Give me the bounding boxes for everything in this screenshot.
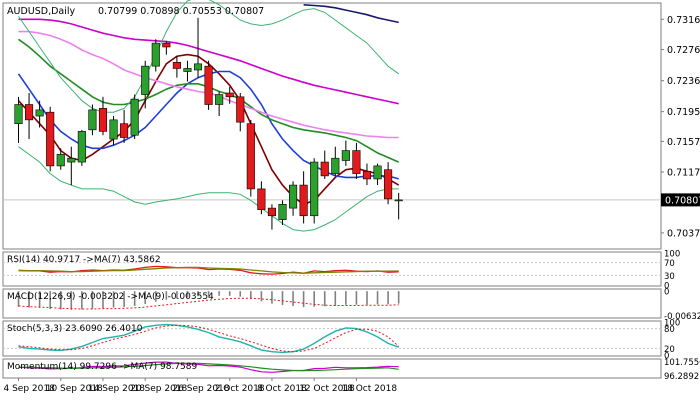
candle-body-21 <box>236 96 245 123</box>
stoch-panel-frame <box>2 320 662 357</box>
rsi-tick-label-0: 100 <box>664 250 680 260</box>
candle-body-23 <box>257 188 266 210</box>
candle-body-33 <box>362 170 372 180</box>
rsi-tick-label-2: 30 <box>664 272 675 282</box>
candle-body-13 <box>151 42 160 67</box>
candle-body-20 <box>225 92 234 98</box>
candle-body-25 <box>278 203 287 220</box>
candle-body-26 <box>289 184 298 209</box>
candle-body-11 <box>130 98 139 136</box>
rsi-tick-label-3: 0 <box>664 282 669 292</box>
rsi-panel-frame <box>2 251 662 287</box>
candle-body-27 <box>299 184 308 217</box>
price-tick-label-3: 0.71957 <box>667 107 700 118</box>
candle-body-14 <box>162 42 171 48</box>
candle-body-18 <box>204 65 213 105</box>
price-line-6 <box>18 0 399 113</box>
stoch-line-0 <box>18 323 399 354</box>
candle-body-24 <box>267 207 276 217</box>
stoch-tick-label-0: 100 <box>664 319 680 329</box>
momentum-tick-label-1: 96.2892 <box>664 372 699 382</box>
candle-body-7 <box>88 109 97 131</box>
x-tick-label-2: 14 Sep 2018 <box>88 384 145 394</box>
stoch-title: Stoch(5,3,3) 23.6090 26.4010 <box>7 324 143 334</box>
rsi-title: RSI(14) 40.9717 ->MA(7) 43.5862 <box>7 255 161 265</box>
momentum-title: Momentum(14) 99.7296 ->MA(7) 98.7589 <box>7 362 198 372</box>
price-panel-frame <box>2 2 662 250</box>
candle-body-31 <box>341 150 350 161</box>
candle-body-8 <box>98 108 108 132</box>
candle-body-12 <box>141 65 150 95</box>
x-tick-label-3: 20 Sep 2018 <box>130 384 187 394</box>
price-tick-label-6: 0.70377 <box>667 228 700 239</box>
x-tick-label-4: 26 Sep 2018 <box>172 384 229 394</box>
candle-body-28 <box>310 161 319 217</box>
candle-body-2 <box>35 109 44 117</box>
stoch-tick-label-1: 80 <box>664 325 675 335</box>
candle-body-30 <box>331 157 340 174</box>
candle-body-3 <box>46 111 55 167</box>
macd-tick-label-0: 0 <box>664 288 669 298</box>
macd-panel-frame <box>2 288 662 319</box>
candle-body-34 <box>373 165 382 180</box>
candle-body-36 <box>394 199 403 202</box>
x-tick-label-1: 10 Sep 2018 <box>46 384 103 394</box>
candle-body-9 <box>109 119 118 140</box>
candle-body-35 <box>384 169 393 200</box>
candle-body-32 <box>352 150 361 174</box>
macd-tick-label-1: -0.006325 <box>664 312 700 322</box>
rsi-line-1 <box>18 266 399 274</box>
candle-body-0 <box>14 104 23 124</box>
price-tick-label-1: 0.72767 <box>667 45 700 56</box>
x-tick-label-0: 4 Sep 2018 <box>4 384 56 394</box>
candle-body-5 <box>67 157 76 163</box>
price-tick-label-0: 0.73161 <box>667 15 700 26</box>
candle-body-4 <box>56 154 65 167</box>
candle-body-6 <box>77 131 86 163</box>
candle-body-16 <box>183 68 192 72</box>
candle-body-29 <box>320 161 329 177</box>
x-tick-label-8: 18 Oct 2018 <box>341 384 397 394</box>
momentum-line-1 <box>18 362 399 372</box>
candle-body-17 <box>193 63 203 71</box>
x-tick-label-7: 12 Oct 2018 <box>299 384 355 394</box>
price-line-5 <box>303 4 399 24</box>
candle-body-10 <box>120 123 129 138</box>
candle-body-19 <box>215 94 224 105</box>
chart-title: AUDUSD,Daily <box>7 6 76 17</box>
rsi-line-0 <box>18 265 399 275</box>
current-price-box <box>661 193 700 207</box>
price-line-4 <box>18 18 399 105</box>
candle-body-22 <box>246 123 255 190</box>
macd-signal-line <box>18 297 399 310</box>
stoch-tick-label-3: 0 <box>664 352 669 362</box>
x-tick-label-6: 8 Oct 2018 <box>257 384 307 394</box>
momentum-tick-label-0: 101.7556 <box>664 358 700 368</box>
ohlc-header: 0.70799 0.70898 0.70553 0.70807 <box>98 6 264 17</box>
candle-body-15 <box>172 62 181 69</box>
momentum-panel-frame <box>2 358 662 379</box>
current-price-label: 0.70807 <box>665 195 700 206</box>
candle-body-1 <box>25 104 34 121</box>
rsi-tick-label-1: 70 <box>664 259 675 269</box>
price-line-7 <box>18 146 399 232</box>
stoch-tick-label-2: 20 <box>664 345 675 355</box>
macd-title: MACD(12,26,9) -0.003202 ->MA(9) -0.00355… <box>7 292 214 302</box>
x-tick-label-5: 2 Oct 2018 <box>215 384 265 394</box>
stoch-line-1 <box>18 324 400 353</box>
